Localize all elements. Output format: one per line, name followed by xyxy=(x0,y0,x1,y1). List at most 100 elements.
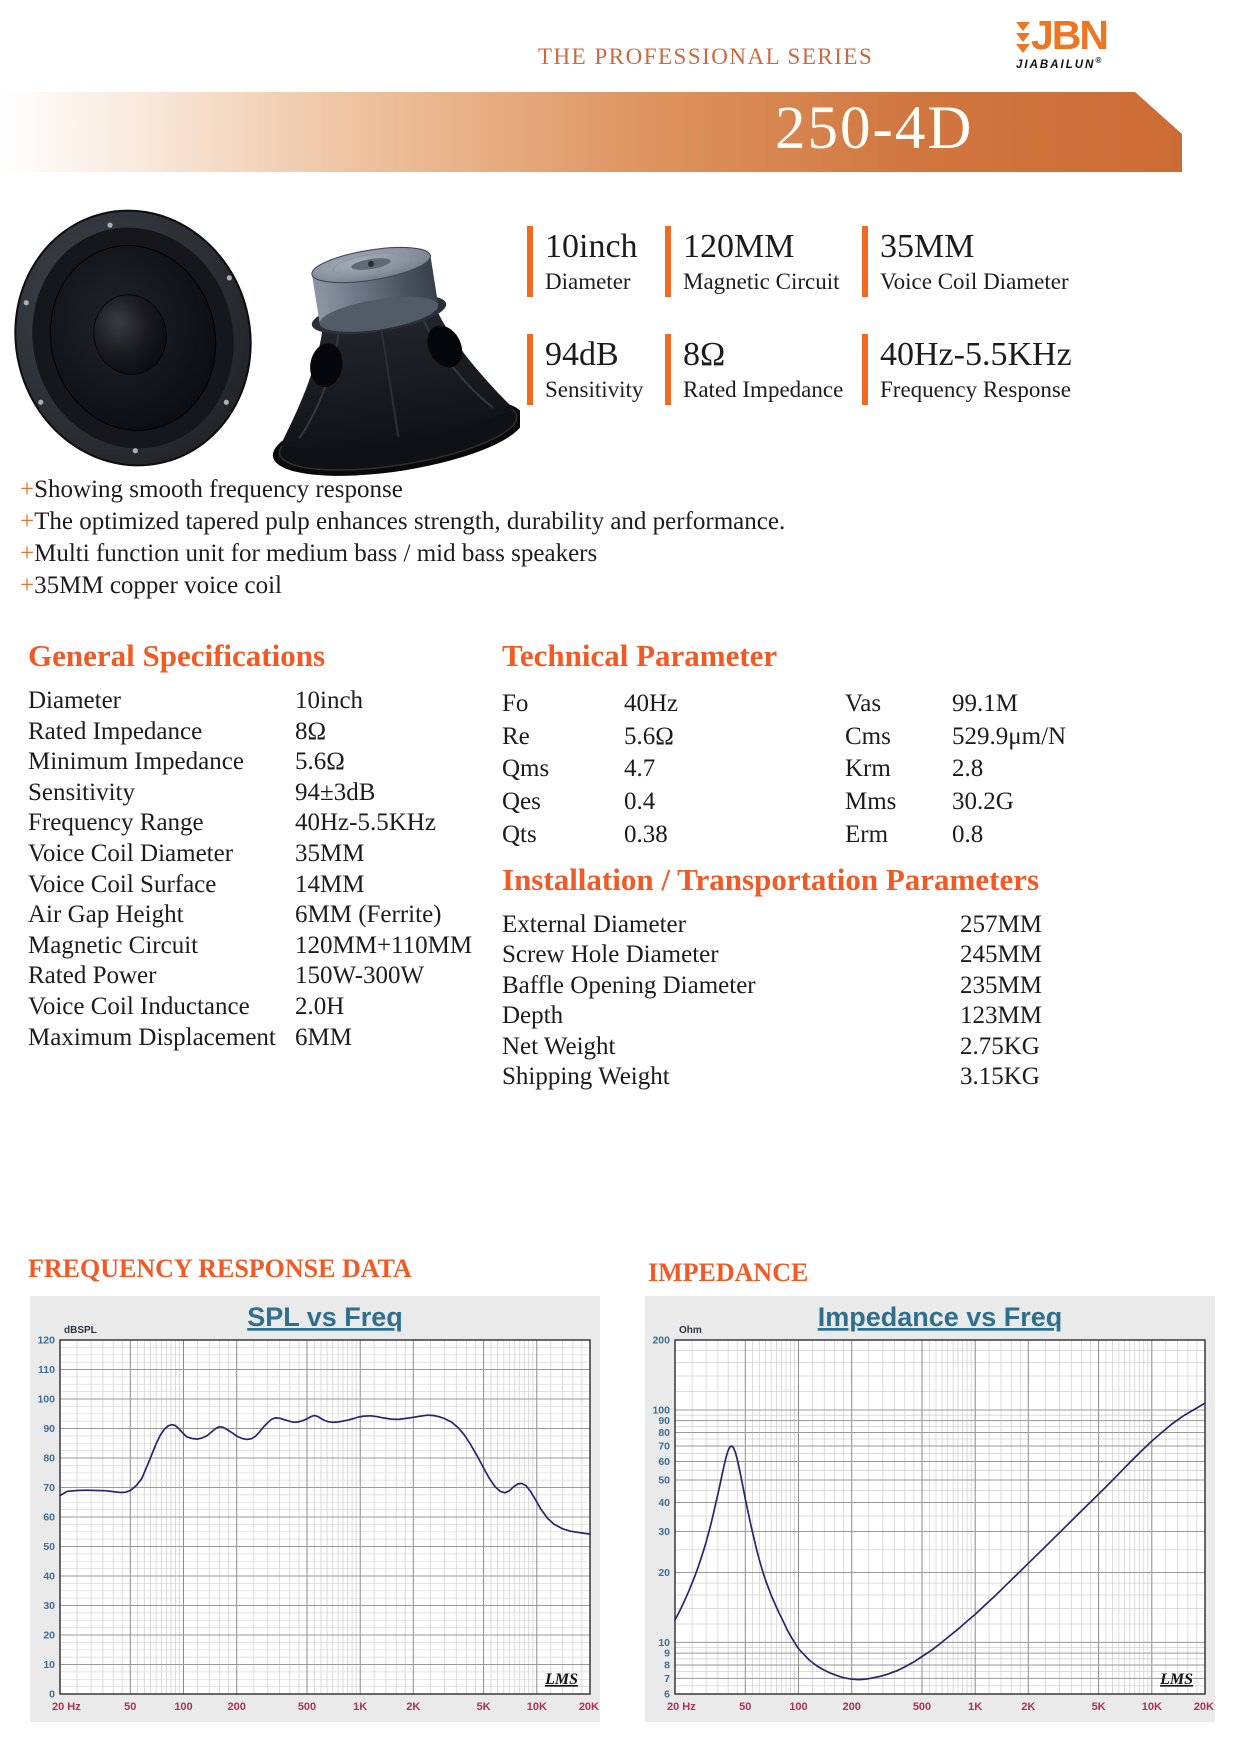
spec-callout-sensitivity: 94dB Sensitivity xyxy=(527,334,643,405)
svg-text:2K: 2K xyxy=(406,1701,420,1713)
row-label: Qts xyxy=(502,820,537,848)
row-value: 150W-300W xyxy=(295,962,425,990)
svg-text:110: 110 xyxy=(38,1364,55,1376)
table-row: Qes 0.4 xyxy=(502,786,832,819)
row-value: 14MM xyxy=(295,870,365,898)
svg-text:100: 100 xyxy=(37,1394,55,1406)
table-row: Fo 40Hz xyxy=(502,688,832,721)
row-value: 2.0H xyxy=(295,992,345,1020)
model-banner: 250-4D xyxy=(0,92,1182,172)
svg-text:5K: 5K xyxy=(477,1701,491,1713)
row-label: Diameter xyxy=(28,687,122,714)
row-label: Qes xyxy=(502,788,541,816)
row-value: 35MM xyxy=(295,839,365,867)
row-label: Vas xyxy=(845,690,882,717)
row-label: Baffle Opening Diameter xyxy=(502,971,756,999)
spec-callout-impedance: 8Ω Rated Impedance xyxy=(665,334,843,405)
spl-vs-freq-chart: SPL vs Freq dBSPL 0 10 20 30 40 50 60 70 80 90 100 11… xyxy=(37,1302,599,1713)
svg-text:100: 100 xyxy=(174,1701,192,1713)
spec-value: 35MM xyxy=(880,228,975,265)
series-title: THE PROFESSIONAL SERIES xyxy=(538,44,874,69)
row-value: 99.1M xyxy=(952,690,1018,717)
svg-text:LMS: LMS xyxy=(544,1671,578,1688)
row-label: Frequency Range xyxy=(28,809,204,837)
logo-triangles-icon xyxy=(1016,21,1030,54)
plus-icon: + xyxy=(20,572,35,599)
table-row: Re 5.6Ω xyxy=(502,721,832,754)
svg-text:90: 90 xyxy=(43,1423,55,1435)
svg-text:SPL vs Freq: SPL vs Freq xyxy=(247,1302,403,1332)
svg-text:5K: 5K xyxy=(1092,1701,1106,1713)
row-value: 40Hz-5.5KHz xyxy=(295,809,436,837)
row-label: Voice Coil Diameter xyxy=(28,839,234,867)
row-value: 0.38 xyxy=(624,820,668,848)
row-value: 235MM xyxy=(960,971,1042,999)
spec-value: 120MM xyxy=(683,228,795,265)
table-row: Minimum Impedance 5.6Ω xyxy=(28,747,498,778)
row-label: Qms xyxy=(502,755,550,783)
impedance-heading: IMPEDANCE xyxy=(648,1258,809,1287)
svg-text:10K: 10K xyxy=(527,1701,547,1713)
table-row: Screw Hole Diameter 245MM xyxy=(502,940,1102,970)
row-value: 10inch xyxy=(295,687,364,714)
general-specs-title: General Specifications xyxy=(28,638,326,673)
svg-text:50: 50 xyxy=(658,1475,670,1487)
svg-text:1K: 1K xyxy=(968,1701,982,1713)
row-value: 245MM xyxy=(960,941,1042,969)
spec-callout-frequency-response: 40Hz-5.5KHz Frequency Response xyxy=(862,334,1072,405)
svg-text:90: 90 xyxy=(658,1415,670,1427)
svg-text:70: 70 xyxy=(43,1482,55,1494)
row-label: Magnetic Circuit xyxy=(28,931,199,959)
row-label: Erm xyxy=(845,820,889,848)
svg-text:40: 40 xyxy=(43,1571,55,1583)
svg-text:500: 500 xyxy=(913,1701,931,1713)
row-label: Fo xyxy=(502,690,529,717)
table-row: Air Gap Height 6MM (Ferrite) xyxy=(28,900,498,931)
svg-text:20: 20 xyxy=(658,1567,670,1579)
svg-text:7: 7 xyxy=(664,1673,670,1685)
table-row: Maximum Displacement 6MM xyxy=(28,1023,498,1054)
table-row: Shipping Weight 3.15KG xyxy=(502,1062,1102,1092)
svg-text:50: 50 xyxy=(124,1701,136,1713)
svg-text:200: 200 xyxy=(843,1701,861,1713)
spec-value: 10inch xyxy=(545,228,638,265)
svg-text:10K: 10K xyxy=(1142,1701,1162,1713)
table-row: Qms 4.7 xyxy=(502,753,832,786)
svg-text:70: 70 xyxy=(658,1441,670,1453)
row-value: 4.7 xyxy=(624,755,656,783)
logo-text: JBN xyxy=(1031,12,1109,58)
svg-text:20 Hz: 20 Hz xyxy=(667,1701,696,1713)
row-label: Maximum Displacement xyxy=(28,1023,276,1051)
row-value: 2.75KG xyxy=(960,1032,1040,1060)
svg-text:10: 10 xyxy=(658,1637,670,1649)
feature-list: +Showing smooth frequency response +The … xyxy=(20,474,785,602)
table-row: Vas 99.1M xyxy=(845,688,1135,721)
table-row: Mms 30.2G xyxy=(845,786,1135,819)
feature-item: +Showing smooth frequency response xyxy=(20,474,785,506)
technical-params-left: Fo 40Hz Re 5.6Ω Qms 4.7 Qes 0.4 Qts 0.38 xyxy=(502,688,832,852)
row-label: Shipping Weight xyxy=(502,1063,670,1091)
row-label: Minimum Impedance xyxy=(28,748,244,776)
row-value: 123MM xyxy=(960,1002,1042,1030)
model-number: 250-4D xyxy=(775,95,974,162)
svg-text:9: 9 xyxy=(664,1648,670,1660)
svg-text:500: 500 xyxy=(298,1701,316,1713)
logo-trademark: ® xyxy=(1095,56,1104,65)
row-value: 3.15KG xyxy=(960,1063,1040,1091)
feature-item: +Multi function unit for medium bass / m… xyxy=(20,538,785,570)
row-label: Net Weight xyxy=(502,1032,616,1060)
table-row: Net Weight 2.75KG xyxy=(502,1032,1102,1062)
row-label: Voice Coil Surface xyxy=(28,870,217,898)
logo-subtext-label: JIABAILUN xyxy=(1016,58,1096,71)
spec-callout-voice-coil: 35MM Voice Coil Diameter xyxy=(862,226,1069,297)
row-value: 529.9μm/N xyxy=(952,722,1067,750)
row-value: 40Hz xyxy=(624,690,679,717)
row-label: Cms xyxy=(845,722,891,750)
row-value: 5.6Ω xyxy=(624,722,674,750)
table-row: Krm 2.8 xyxy=(845,753,1135,786)
svg-text:10: 10 xyxy=(43,1659,55,1671)
table-row: Baffle Opening Diameter 235MM xyxy=(502,971,1102,1001)
spec-label: Voice Coil Diameter xyxy=(880,269,1069,294)
svg-text:100: 100 xyxy=(789,1701,807,1713)
